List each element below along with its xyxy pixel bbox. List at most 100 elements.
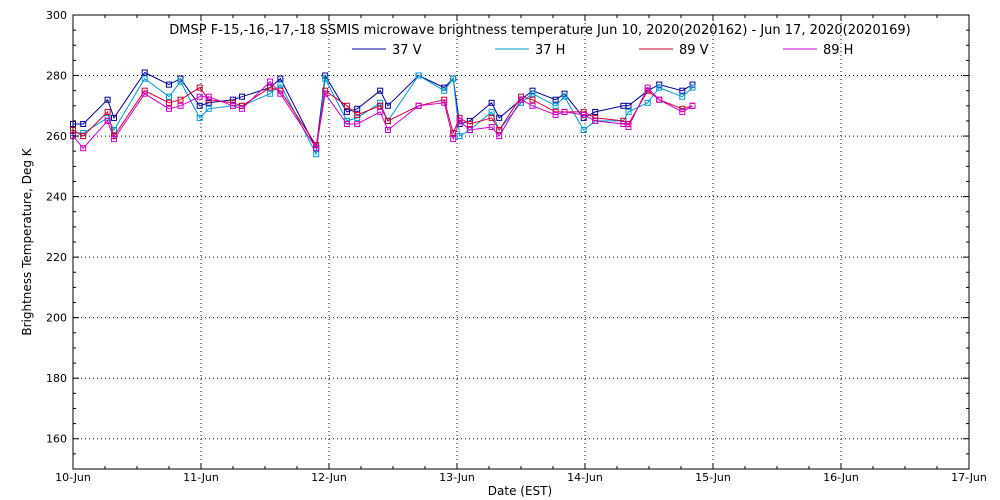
data-point — [466, 127, 473, 133]
data-point — [450, 136, 457, 143]
chart-title: DMSP F-15,-16,-17,-18 SSMIS microwave br… — [169, 23, 910, 38]
legend-label: 89 H — [823, 43, 853, 58]
y-tick-label: 160 — [46, 433, 67, 446]
series-line — [72, 80, 693, 150]
x-tick-label: 10-Jun — [55, 471, 91, 484]
data-point — [141, 75, 148, 82]
x-tick-label: 14-Jun — [567, 471, 603, 484]
data-point — [166, 105, 172, 112]
series-89-h — [70, 78, 696, 152]
data-point — [196, 102, 203, 109]
x-tick-label: 15-Jun — [695, 471, 731, 484]
series-line — [72, 86, 693, 147]
data-point — [689, 84, 696, 91]
x-tick-label: 13-Jun — [439, 471, 475, 484]
data-point — [313, 145, 320, 152]
data-point — [488, 108, 495, 115]
x-tick-label: 11-Jun — [183, 471, 219, 484]
data-point — [177, 96, 184, 103]
data-point — [267, 90, 274, 97]
series-line — [73, 74, 693, 156]
data-point — [196, 84, 203, 91]
data-point — [141, 69, 148, 76]
series-layer — [70, 69, 696, 158]
data-point — [415, 102, 422, 109]
data-point — [456, 117, 463, 124]
data-point — [415, 72, 422, 79]
y-axis-title: Brightness Temperature, Deg K — [20, 147, 34, 335]
data-point — [580, 127, 587, 133]
data-point — [466, 117, 473, 124]
y-tick-label: 180 — [46, 372, 67, 385]
y-tick-label: 300 — [46, 9, 67, 22]
data-point — [343, 121, 350, 127]
data-point — [230, 96, 236, 103]
data-point — [111, 136, 117, 143]
legend-label: 89 V — [679, 43, 709, 58]
data-point — [620, 117, 627, 124]
y-tick-label: 220 — [46, 251, 67, 264]
data-point — [80, 145, 87, 152]
data-point — [313, 151, 320, 158]
data-point — [196, 93, 203, 100]
data-point — [496, 114, 503, 121]
data-point — [384, 117, 391, 124]
data-point — [322, 90, 329, 97]
data-point — [529, 102, 536, 109]
data-point — [529, 90, 536, 97]
data-point — [80, 121, 87, 127]
data-point — [230, 102, 236, 109]
data-point — [166, 81, 172, 88]
data-point — [239, 105, 245, 112]
x-tick-label: 16-Jun — [823, 471, 859, 484]
data-point — [552, 96, 559, 103]
data-point — [277, 75, 284, 82]
data-point — [679, 108, 686, 115]
data-point — [104, 117, 111, 124]
data-point — [488, 114, 495, 121]
data-point — [561, 93, 568, 100]
x-tick-label: 12-Jun — [311, 471, 347, 484]
legend-label: 37 H — [535, 43, 565, 58]
data-point — [177, 102, 184, 109]
data-point — [552, 111, 559, 118]
data-point — [466, 121, 473, 127]
data-point — [496, 127, 503, 133]
legend-label: 37 V — [392, 43, 422, 58]
data-point — [679, 87, 686, 94]
data-point — [277, 90, 284, 97]
data-point — [322, 75, 329, 82]
data-point — [177, 78, 184, 85]
data-point — [111, 127, 117, 133]
data-point — [267, 78, 274, 85]
series-37-v — [70, 69, 696, 152]
legend: 37 V 37 H 89 V 89 H — [352, 43, 853, 58]
data-point — [104, 96, 111, 103]
data-point — [625, 124, 632, 130]
data-point — [496, 133, 503, 140]
data-point — [656, 84, 663, 91]
y-tick-label: 200 — [46, 312, 67, 325]
data-point — [625, 102, 632, 109]
data-point — [592, 117, 599, 124]
data-point — [450, 75, 457, 82]
data-point — [239, 93, 245, 100]
data-point — [592, 108, 599, 115]
data-point — [166, 99, 172, 106]
data-point — [625, 108, 632, 115]
y-tick-label: 260 — [46, 130, 67, 143]
data-point — [104, 108, 111, 115]
grid — [73, 15, 969, 469]
data-point — [441, 87, 448, 94]
data-point — [141, 90, 148, 97]
data-point — [689, 102, 696, 109]
data-point — [354, 111, 361, 118]
data-point — [384, 102, 391, 109]
data-point — [343, 102, 350, 109]
data-point — [679, 105, 686, 112]
data-point — [441, 99, 448, 106]
data-point — [552, 102, 559, 109]
ticks: 10-Jun 11-Jun 12-Jun 13-Jun 14-Jun 15-Jun 16-J… — [46, 9, 987, 484]
data-point — [277, 81, 284, 88]
x-axis-title: Date (EST) — [488, 484, 552, 498]
